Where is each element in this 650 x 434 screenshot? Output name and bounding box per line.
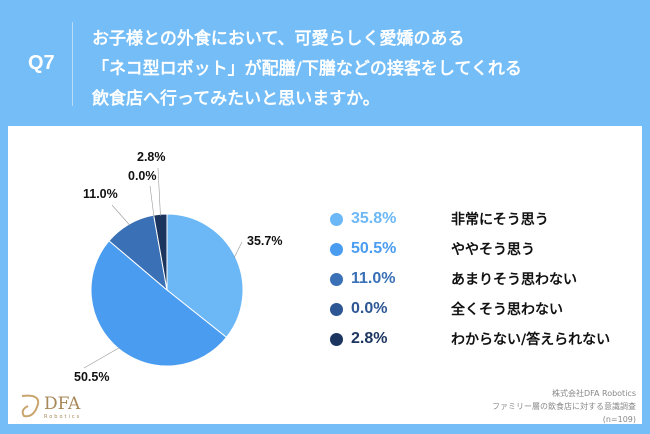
legend-value: 0.0%: [351, 300, 388, 317]
legend-label: 非常にそう思う: [451, 212, 549, 228]
legend-value: 2.8%: [351, 330, 388, 347]
divider: [72, 22, 73, 106]
credit: 株式会社DFA Robotics ファミリー層の飲食店に対する意識調査 (n=1…: [492, 387, 636, 426]
slice-label: 0.0%: [128, 169, 157, 183]
leader-line: [111, 204, 131, 226]
legend-swatch: [330, 302, 343, 316]
credit-survey: ファミリー層の飲食店に対する意識調査: [492, 402, 636, 411]
dfa-logo: DFA Robotics: [18, 392, 81, 422]
credit-company: 株式会社DFA Robotics: [551, 389, 636, 398]
logo-emblem-icon: [21, 394, 40, 418]
leader-line: [149, 185, 155, 217]
slice-label: 35.7%: [247, 234, 283, 248]
title-line: 「ネコ型ロボット」が配膳/下膳などの接客をしてくれる: [92, 59, 522, 79]
legend-value: 11.0%: [351, 270, 396, 287]
legend-label: 全くそう思わない: [451, 302, 563, 318]
legend-item: 0.0% 全くそう思わない: [330, 294, 610, 324]
logo-text: DFA: [44, 394, 81, 414]
leader-line: [233, 241, 243, 258]
pie-slice: [166, 213, 244, 339]
slice-label: 2.8%: [137, 150, 166, 164]
question-number: Q7: [28, 52, 55, 74]
legend-label: あまりそう思わない: [451, 272, 577, 288]
leader-line: [157, 167, 161, 216]
leader-line: [83, 347, 120, 369]
legend-value: 35.8%: [351, 210, 397, 227]
title-line: 飲食店へ行ってみたいと思いますか。: [92, 89, 380, 109]
slice-label: 50.5%: [74, 370, 110, 384]
legend-item: 35.8% 非常にそう思う: [330, 204, 610, 234]
legend-label: ややそう思う: [451, 242, 535, 258]
legend-label: わからない/答えられない: [451, 332, 611, 348]
legend-swatch: [330, 212, 343, 226]
slice-label: 11.0%: [83, 187, 118, 201]
question-header: Q7 お子様との外食において、可愛らしく愛嬌のある 「ネコ型ロボット」が配膳/下…: [0, 0, 650, 126]
credit-sample-size: (n=109): [602, 415, 636, 424]
question-title: お子様との外食において、可愛らしく愛嬌のある 「ネコ型ロボット」が配膳/下膳など…: [92, 24, 522, 114]
legend-item: 11.0% あまりそう思わない: [330, 264, 610, 294]
legend-swatch: [330, 332, 343, 346]
legend-value: 50.5%: [351, 240, 397, 257]
legend-swatch: [330, 272, 343, 286]
title-line: お子様との外食において、可愛らしく愛嬌のある: [92, 29, 465, 49]
legend-item: 50.5% ややそう思う: [330, 234, 610, 264]
legend: 35.8% 非常にそう思う 50.5% ややそう思う 11.0% あまりそう思わない …: [330, 204, 610, 354]
logo-subtext: Robotics: [44, 414, 82, 420]
legend-swatch: [330, 242, 343, 256]
legend-item: 2.8% わからない/答えられない: [330, 324, 610, 354]
pie-slice: [90, 240, 228, 367]
